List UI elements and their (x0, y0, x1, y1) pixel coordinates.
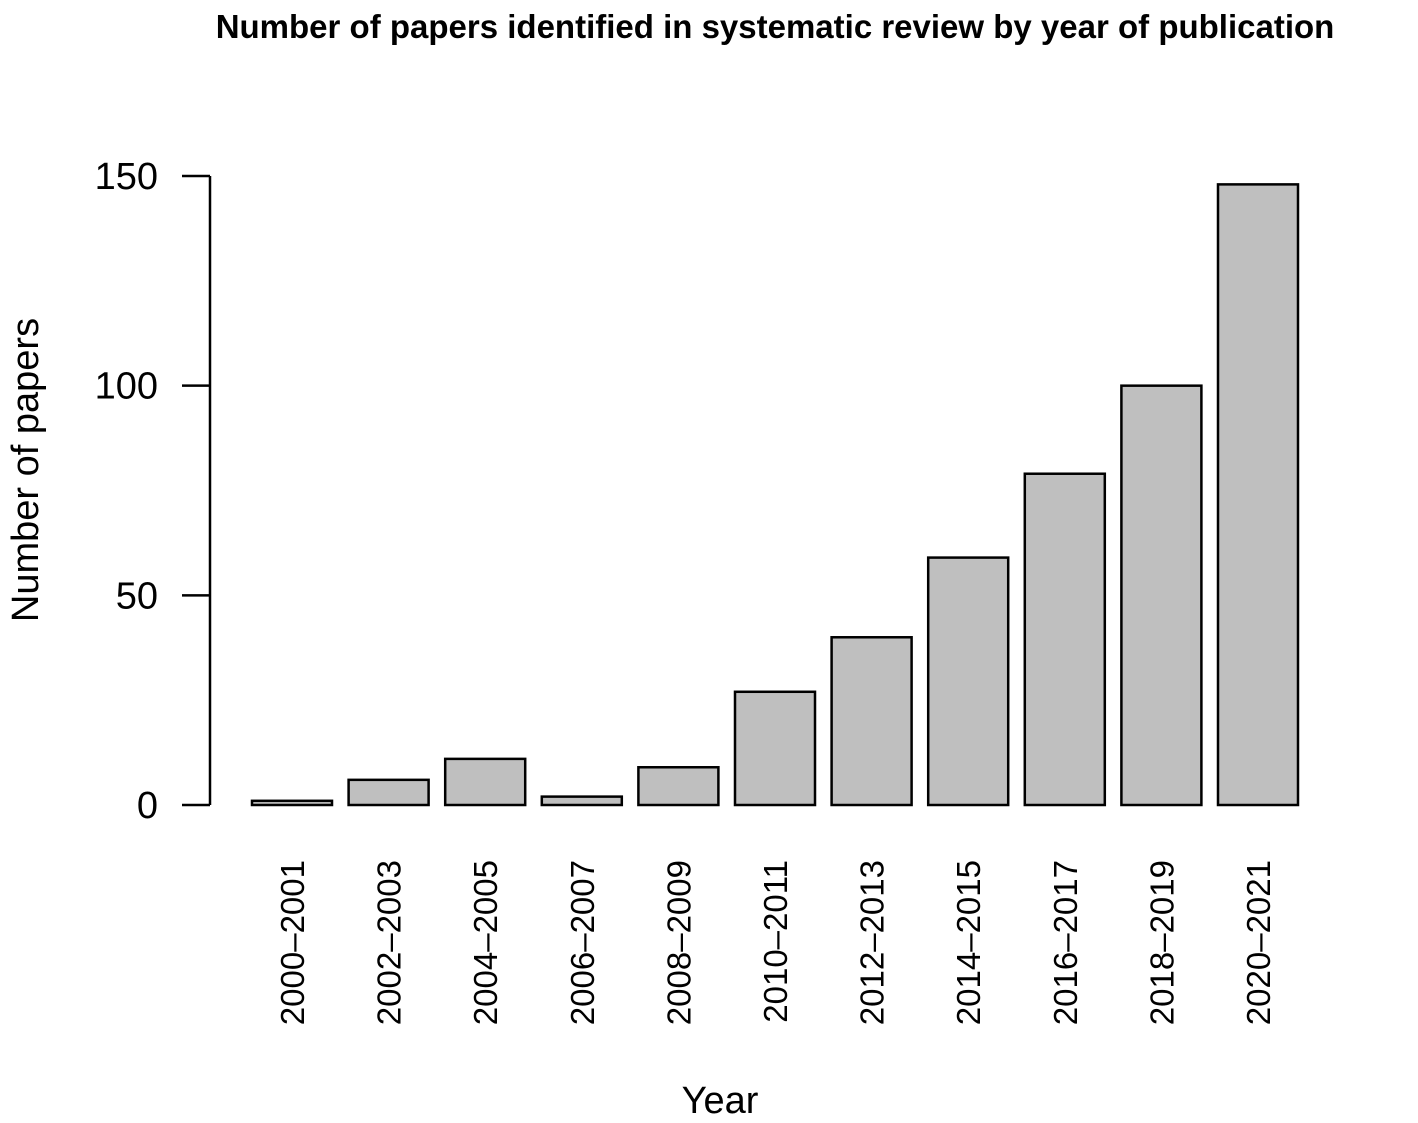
x-category-label: 2016–2017 (1047, 860, 1084, 1025)
x-category-label: 2000–2001 (274, 860, 311, 1025)
x-axis-category-labels: 2000–2001 2002–2003 2004–2005 2006–2007 2008… (274, 860, 1277, 1025)
y-tick-label: 150 (95, 156, 158, 198)
bars (250, 183, 1300, 807)
y-tick-label: 0 (137, 785, 158, 827)
x-category-label: 2014–2015 (950, 860, 987, 1025)
bar-2012-2013 (830, 636, 913, 807)
y-axis-label: Number of papers (5, 318, 47, 622)
bar-2002-2003 (347, 778, 430, 807)
bar-2004-2005 (443, 757, 527, 807)
bar-2000-2001 (250, 799, 334, 807)
bar-2016-2017 (1023, 472, 1107, 807)
x-category-label: 2012–2013 (854, 860, 891, 1025)
y-tick-label: 100 (95, 366, 158, 408)
x-axis-label: Year (682, 1080, 759, 1122)
x-category-label: 2010–2011 (757, 860, 794, 1023)
bar-2006-2007 (540, 795, 624, 807)
chart-title: Number of papers identified in systemati… (216, 8, 1335, 45)
x-category-label: 2006–2007 (564, 860, 601, 1025)
x-category-label: 2002–2003 (371, 860, 408, 1025)
y-tick-label: 50 (116, 575, 158, 617)
bar-2008-2009 (637, 766, 720, 807)
x-category-label: 2018–2019 (1143, 860, 1180, 1025)
x-category-label: 2008–2009 (660, 860, 697, 1025)
bar-2018-2019 (1120, 384, 1203, 807)
x-category-label: 2020–2021 (1240, 860, 1277, 1025)
y-axis: 0 50 100 150 (95, 156, 212, 827)
bar-2010-2011 (733, 690, 817, 807)
bar-2014-2015 (926, 556, 1010, 807)
x-category-label: 2004–2005 (467, 860, 504, 1025)
bar-2020-2021 (1216, 183, 1300, 807)
